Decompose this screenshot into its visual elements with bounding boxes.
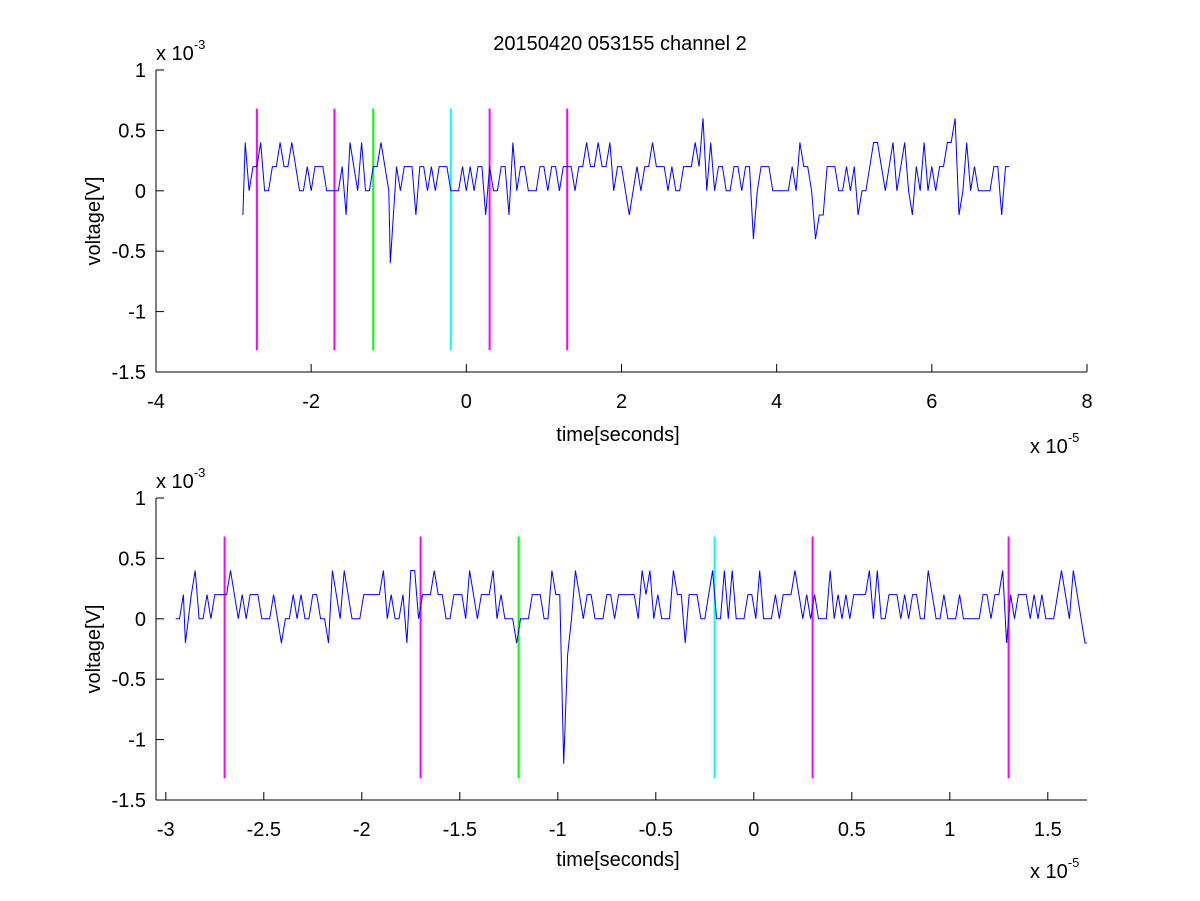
bottom-x-tick-label: 0 — [748, 819, 759, 841]
bottom-y-axis-label: voltage[V] — [83, 605, 105, 694]
bottom-x-tick-label: -0.5 — [639, 819, 673, 841]
bottom-y-tick-label: 0 — [135, 609, 146, 631]
bottom-signal-line — [175, 570, 1087, 764]
bottom-x-ticks: -3 -2.5 -2 -1.5 -1 -0.5 0 0.5 1 1.5 — [157, 792, 1062, 841]
top-x-ticks: -4 -2 0 2 4 6 8 — [147, 364, 1093, 413]
top-x-exponent: x 10-5 — [1030, 430, 1079, 458]
top-y-tick-label: 0 — [135, 181, 146, 203]
top-signal-line — [242, 118, 1010, 264]
top-x-axis-label: time[seconds] — [556, 424, 679, 446]
bottom-x-tick-label: -2 — [353, 819, 371, 841]
top-x-tick-label: 4 — [771, 391, 782, 413]
bottom-marker-lines — [223, 536, 1010, 779]
bottom-x-tick-label: -3 — [157, 819, 175, 841]
bottom-y-tick-label: -1.5 — [112, 790, 146, 812]
bottom-x-tick-label: 1 — [944, 819, 955, 841]
bottom-x-tick-label: 0.5 — [838, 819, 866, 841]
top-y-tick-label: 0.5 — [118, 120, 146, 142]
top-y-tick-label: -1.5 — [112, 362, 146, 384]
bottom-y-tick-label: 1 — [135, 488, 146, 510]
bottom-x-tick-label: -2.5 — [247, 819, 281, 841]
top-y-tick-label: -1 — [128, 302, 146, 324]
bottom-y-ticks: -1.5 -1 -0.5 0 0.5 1 — [112, 488, 164, 812]
top-x-tick-label: -2 — [302, 391, 320, 413]
top-plot-area — [156, 70, 1087, 372]
top-x-tick-label: 8 — [1081, 391, 1092, 413]
bottom-x-axis-label: time[seconds] — [556, 849, 679, 871]
top-axes: -4 -2 0 2 4 6 8 -1.5-1-0.500.51 time[seconds] … — [83, 37, 1093, 458]
chart-title: 20150420 053155 channel 2 — [493, 33, 747, 55]
top-x-tick-label: 6 — [926, 391, 937, 413]
top-y-exponent: x 10-3 — [156, 37, 205, 65]
top-y-ticks: -1.5 -1 -0.5 0 0.5 1 — [112, 60, 164, 384]
top-x-tick-label: 0 — [461, 391, 472, 413]
top-marker-lines — [255, 108, 569, 351]
top-y-axis-label: voltage[V] — [83, 177, 105, 266]
bottom-x-tick-label: -1.5 — [443, 819, 477, 841]
bottom-axes: -3 -2.5 -2 -1.5 -1 -0.5 0 0.5 1 1.5 -1.5 -1 -0.5 0 0.… — [83, 465, 1087, 883]
top-x-tick-label: -4 — [147, 391, 165, 413]
bottom-x-tick-label: 1.5 — [1034, 819, 1062, 841]
bottom-y-tick-label: -1 — [128, 730, 146, 752]
top-y-tick-label: 1 — [135, 60, 146, 82]
bottom-x-tick-label: -1 — [549, 819, 567, 841]
bottom-y-tick-label: 0.5 — [118, 548, 146, 570]
bottom-y-tick-label: -0.5 — [112, 669, 146, 691]
bottom-x-exponent: x 10-5 — [1030, 855, 1079, 883]
top-x-tick-label: 2 — [616, 391, 627, 413]
bottom-y-exponent: x 10-3 — [156, 465, 205, 493]
top-y-tick-label: -0.5 — [112, 241, 146, 263]
bottom-plot-area — [156, 498, 1087, 800]
